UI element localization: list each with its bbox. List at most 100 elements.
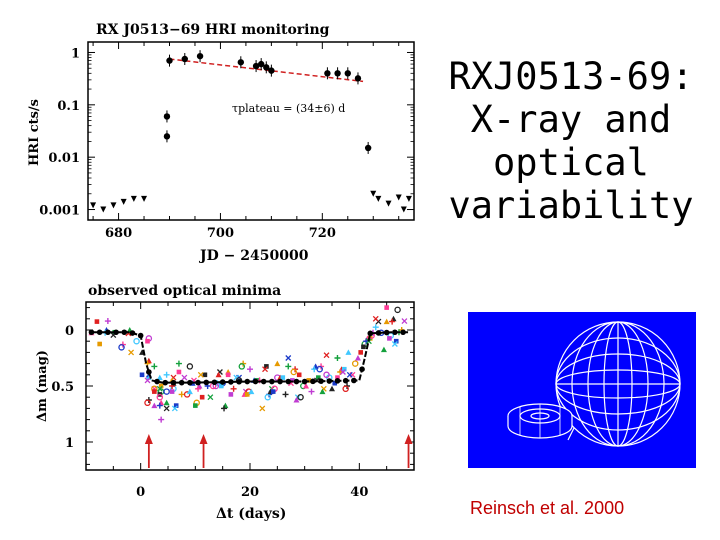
opt-observed-point — [151, 363, 158, 370]
opt-observed-point — [270, 389, 276, 394]
opt-observed-point — [339, 369, 346, 375]
opt-observed-point — [311, 366, 318, 373]
xray-data-point — [344, 70, 351, 77]
opt-observed-point — [156, 385, 163, 392]
opt-observed-point — [329, 385, 335, 392]
opt-model-dot — [113, 329, 119, 336]
opt-observed-point — [342, 385, 349, 393]
opt-arrow-head — [199, 434, 208, 444]
opt-observed-point — [197, 371, 204, 378]
opt-model-dot — [277, 378, 283, 385]
opt-model-dot — [351, 377, 357, 384]
opt-model-dot — [318, 378, 324, 384]
opt-observed-point — [158, 383, 164, 389]
opt-observed-point — [335, 375, 340, 380]
opt-observed-point — [342, 366, 347, 372]
opt-observed-point — [173, 403, 179, 408]
xray-upper-limit — [120, 198, 127, 205]
opt-xtick-label: 20 — [241, 485, 259, 500]
opt-xtick-label: 0 — [136, 485, 145, 500]
opt-model-dot — [129, 330, 136, 336]
xray-upper-limit — [100, 206, 107, 213]
opt-observed-point — [163, 371, 170, 378]
opt-observed-point — [163, 399, 170, 406]
opt-observed-point — [145, 338, 150, 344]
opt-model-dot — [121, 329, 128, 336]
opt-observed-point — [393, 338, 399, 344]
opt-observed-point — [384, 305, 389, 310]
opt-model-dot — [310, 378, 316, 385]
opt-observed-point — [215, 371, 222, 378]
opt-model-dot — [146, 369, 152, 375]
xray-data-point — [354, 75, 362, 82]
xray-upper-limit — [370, 190, 377, 197]
xray-ytick-label: 0.1 — [57, 99, 80, 114]
model-background — [468, 312, 696, 468]
xray-data-point — [181, 55, 188, 63]
opt-model-dot — [285, 378, 292, 385]
opt-model-dot — [260, 378, 267, 385]
opt-observed-point — [282, 391, 289, 398]
opt-observed-point — [285, 363, 292, 370]
xray-data-point — [263, 64, 270, 71]
opt-model-dot — [400, 329, 406, 336]
opt-ytick-label: 0.5 — [51, 380, 74, 395]
xray-upper-limit — [141, 195, 148, 202]
opt-model-dot — [359, 366, 365, 372]
opt-observed-point — [394, 306, 401, 314]
accretion-disk-wireframe — [507, 403, 573, 439]
opt-observed-point — [156, 402, 163, 409]
binary-system-model-image — [468, 312, 696, 468]
opt-observed-point — [303, 383, 310, 389]
opt-observed-point — [296, 372, 302, 378]
opt-model-dot — [195, 379, 201, 386]
opt-observed-point — [389, 318, 396, 325]
xray-xtick-label: 700 — [207, 226, 234, 241]
opt-observed-point — [306, 378, 312, 383]
opt-model-dot — [342, 377, 349, 384]
opt-observed-point — [259, 405, 266, 412]
opt-observed-point — [186, 363, 194, 370]
opt-model-dot — [244, 378, 251, 385]
xray-data-point — [334, 70, 341, 77]
opt-observed-point — [285, 355, 292, 361]
opt-observed-point — [316, 365, 323, 373]
opt-observed-point — [97, 341, 102, 347]
xray-plot-frame — [87, 41, 415, 221]
opt-observed-point — [380, 346, 387, 353]
xray-upper-limit — [385, 200, 392, 207]
opt-observed-point — [158, 399, 165, 406]
opt-plot-frame — [85, 301, 415, 471]
opt-arrow-head — [404, 434, 413, 444]
opt-observed-point — [146, 375, 152, 380]
opt-model-dot — [293, 378, 300, 385]
xray-upper-limit — [405, 195, 412, 202]
opt-observed-point — [401, 318, 408, 324]
opt-observed-point — [238, 363, 246, 370]
opt-observed-point — [361, 344, 366, 350]
opt-observed-point — [144, 377, 151, 384]
opt-observed-point — [228, 392, 234, 397]
opt-observed-point — [175, 360, 182, 367]
xray-upper-limit — [395, 194, 402, 201]
opt-observed-point — [202, 372, 208, 378]
opt-observed-point — [293, 397, 300, 403]
opt-observed-point — [139, 372, 145, 378]
opt-observed-point — [156, 393, 164, 401]
opt-observed-point — [207, 394, 214, 401]
opt-model-dot — [162, 379, 169, 386]
opt-observed-point — [230, 385, 237, 392]
xray-ytick-label: 0.01 — [48, 151, 80, 166]
opt-observed-point — [225, 372, 231, 378]
xray-upper-limit — [375, 195, 382, 202]
xray-data-point — [166, 57, 173, 64]
opt-observed-point — [346, 371, 353, 378]
opt-observed-point — [193, 403, 198, 408]
opt-model-dot — [392, 329, 398, 336]
opt-observed-point — [247, 366, 253, 373]
opt-observed-point — [391, 341, 398, 347]
slide-title: RXJ0513-69: X-ray and optical variabilit… — [430, 55, 712, 227]
opt-observed-point — [219, 383, 224, 389]
opt-ytick-label: 0 — [65, 324, 74, 339]
xray-ytick-label: 1 — [71, 46, 80, 61]
